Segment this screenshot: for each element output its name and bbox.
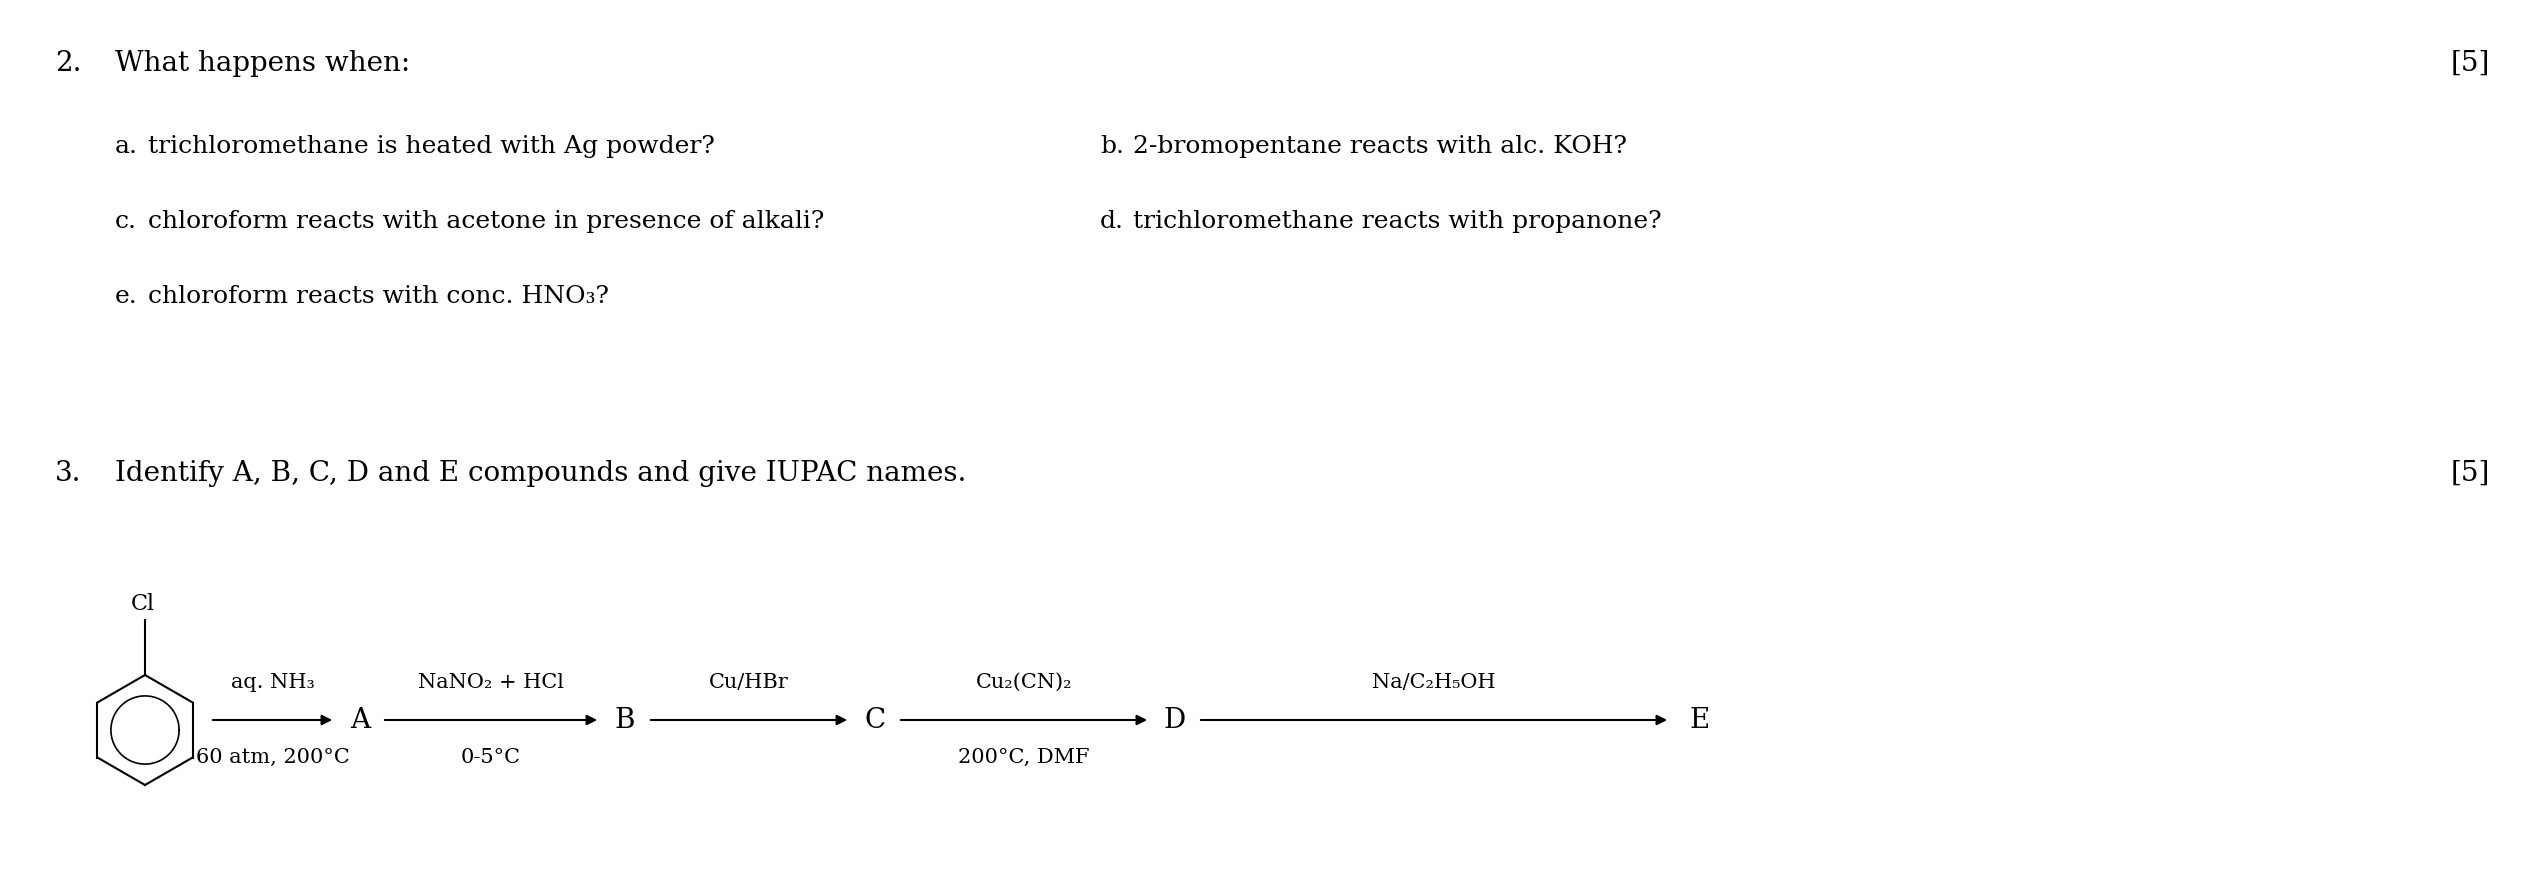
Text: Na/C₂H₅OH: Na/C₂H₅OH bbox=[1372, 673, 1496, 692]
Text: e.: e. bbox=[114, 285, 137, 308]
Text: [5]: [5] bbox=[2450, 460, 2491, 487]
Text: trichloromethane is heated with Ag powder?: trichloromethane is heated with Ag powde… bbox=[147, 135, 714, 158]
Text: C: C bbox=[866, 706, 886, 733]
Text: 0-5°C: 0-5°C bbox=[461, 748, 521, 767]
Text: E: E bbox=[1691, 706, 1711, 733]
Text: NaNO₂ + HCl: NaNO₂ + HCl bbox=[418, 673, 564, 692]
Text: chloroform reacts with acetone in presence of alkali?: chloroform reacts with acetone in presen… bbox=[147, 210, 825, 233]
Text: [5]: [5] bbox=[2450, 50, 2491, 77]
Text: A: A bbox=[349, 706, 370, 733]
Text: b.: b. bbox=[1101, 135, 1124, 158]
Text: d.: d. bbox=[1101, 210, 1124, 233]
Text: 3.: 3. bbox=[56, 460, 81, 487]
Text: B: B bbox=[615, 706, 635, 733]
Text: 60 atm, 200°C: 60 atm, 200°C bbox=[195, 748, 349, 767]
Text: 200°C, DMF: 200°C, DMF bbox=[959, 748, 1091, 767]
Text: D: D bbox=[1164, 706, 1187, 733]
Text: 2-bromopentane reacts with alc. KOH?: 2-bromopentane reacts with alc. KOH? bbox=[1134, 135, 1627, 158]
Text: Identify A, B, C, D and E compounds and give IUPAC names.: Identify A, B, C, D and E compounds and … bbox=[114, 460, 967, 487]
Text: What happens when:: What happens when: bbox=[114, 50, 410, 77]
Text: Cu₂(CN)₂: Cu₂(CN)₂ bbox=[974, 673, 1073, 692]
Text: a.: a. bbox=[114, 135, 139, 158]
Text: Cu/HBr: Cu/HBr bbox=[709, 673, 790, 692]
Text: 2.: 2. bbox=[56, 50, 81, 77]
Text: Cl: Cl bbox=[132, 593, 154, 615]
Text: c.: c. bbox=[114, 210, 137, 233]
Text: aq. NH₃: aq. NH₃ bbox=[230, 673, 314, 692]
Text: chloroform reacts with conc. HNO₃?: chloroform reacts with conc. HNO₃? bbox=[147, 285, 610, 308]
Text: trichloromethane reacts with propanone?: trichloromethane reacts with propanone? bbox=[1134, 210, 1663, 233]
